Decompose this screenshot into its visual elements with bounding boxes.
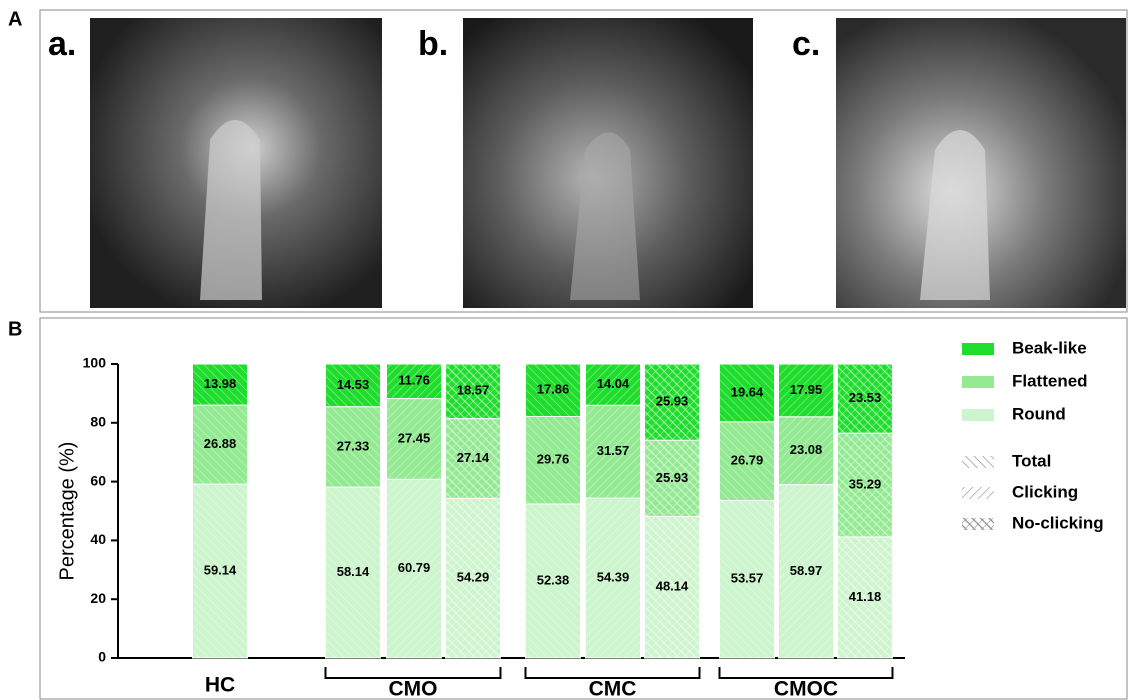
value-label: 11.76 [398, 373, 430, 388]
y-axis-label: Percentage (%) [56, 442, 78, 581]
group-label: CMO [389, 678, 438, 700]
value-label: 59.14 [204, 563, 237, 578]
legend-label: Flattened [1012, 371, 1088, 390]
group-bracket [326, 667, 501, 678]
value-label: 27.45 [398, 430, 431, 445]
value-label: 14.53 [337, 377, 370, 392]
value-label: 17.86 [537, 382, 570, 397]
value-label: 23.53 [849, 390, 882, 405]
y-tick-label: 60 [90, 472, 106, 488]
value-label: 18.57 [457, 383, 490, 398]
image-label: b. [418, 25, 448, 63]
value-label: 27.14 [457, 450, 490, 465]
value-label: 31.57 [597, 443, 630, 458]
figure: A B a. b. c. Percentage (%) 0 20 40 60 80 100… [0, 0, 1129, 700]
value-label: 58.14 [337, 564, 370, 579]
value-label: 17.95 [790, 382, 823, 397]
legend-label: Total [1012, 451, 1051, 470]
value-label: 25.93 [656, 394, 689, 409]
image-label: a. [48, 25, 76, 63]
value-label: 26.79 [731, 453, 764, 468]
legend-swatch [962, 343, 994, 355]
value-label: 35.29 [849, 476, 882, 491]
group-bracket [720, 667, 893, 678]
value-label: 23.08 [790, 442, 823, 457]
value-label: 53.57 [731, 571, 764, 586]
group-label: CMC [589, 678, 637, 700]
legend-swatch [962, 409, 994, 421]
value-label: 48.14 [656, 579, 689, 594]
value-label: 26.88 [204, 436, 237, 451]
value-label: 52.38 [537, 572, 570, 587]
legend-pattern-swatch [962, 518, 994, 530]
y-tick-label: 0 [98, 649, 106, 665]
value-label: 54.29 [457, 570, 490, 585]
panel-label: B [8, 318, 22, 340]
legend-pattern-swatch [962, 456, 994, 468]
group-label: HC [205, 674, 235, 697]
y-tick-label: 40 [90, 531, 106, 547]
legend-label: Beak-like [1012, 338, 1087, 357]
legend-pattern-swatch [962, 487, 994, 499]
image-label: c. [792, 25, 820, 63]
y-tick-label: 100 [83, 355, 107, 371]
legend-label: Clicking [1012, 482, 1078, 501]
group-bracket [526, 667, 700, 678]
value-label: 13.98 [204, 376, 237, 391]
legend-label: Round [1012, 404, 1066, 423]
legend-label: No-clicking [1012, 513, 1104, 532]
value-label: 14.04 [597, 376, 630, 391]
y-tick-label: 20 [90, 590, 106, 606]
value-label: 41.18 [849, 589, 882, 604]
y-tick-label: 80 [90, 414, 106, 430]
value-label: 60.79 [398, 560, 431, 575]
value-label: 29.76 [537, 452, 570, 467]
value-label: 27.33 [337, 438, 370, 453]
value-label: 25.93 [656, 470, 689, 485]
panel-label: A [8, 8, 22, 30]
value-label: 54.39 [597, 569, 630, 584]
value-label: 19.64 [731, 384, 764, 399]
value-label: 58.97 [790, 563, 823, 578]
legend-swatch [962, 376, 994, 388]
group-label: CMOC [774, 678, 838, 700]
